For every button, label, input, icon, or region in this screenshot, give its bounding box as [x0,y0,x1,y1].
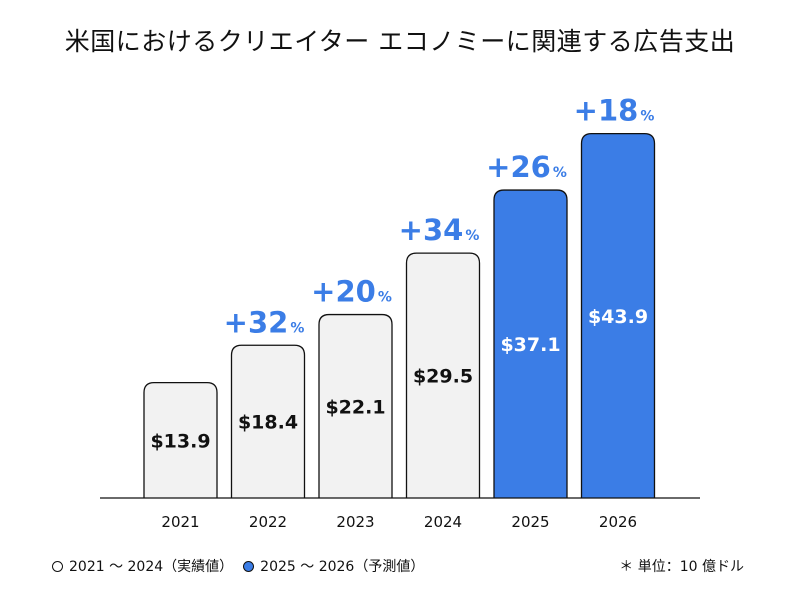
x-tick-label: 2024 [424,513,462,531]
bar-value-label: $43.9 [588,306,648,328]
x-tick-label: 2025 [511,513,549,531]
bar-value-label: $18.4 [238,412,298,434]
x-tick-label: 2023 [336,513,374,531]
legend-forecast-swatch [243,560,255,572]
bar-2024 [405,252,481,498]
chart-title: 米国におけるクリエイター エコノミーに関連する広告支出 [64,27,736,56]
x-tick-label: 2022 [249,513,287,531]
legend-actual-swatch [52,560,63,572]
bar-value-label: $29.5 [413,366,473,388]
bar-2025 [493,189,568,498]
bar-2026 [580,132,656,498]
bar-2023 [318,313,393,498]
legend-actual-label: 2021 〜 2024（実績値） [69,559,234,575]
bars-layer: $13.9 2021 $18.4 2022 +32 % $22.1 2023 +20 % $29.5… [143,94,656,531]
growth-label: +20% [311,275,392,309]
growth-label: +32% [224,305,305,339]
legend-forecast-label: 2025 〜 2026（予測値） [260,559,425,575]
x-tick-label: 2021 [161,513,199,531]
unit-note: ＊ 単位：10 億ドル [619,559,744,575]
bar-2022 [230,344,306,498]
bar-value-label: $22.1 [325,396,385,418]
growth-label: +34% [399,213,480,247]
bar-value-label: $37.1 [500,334,560,356]
growth-label: +18% [574,94,655,128]
legend: 2021 〜 2024（実績値） 2025 〜 2026（予測値） [52,556,424,576]
bar-value-label: $13.9 [150,430,210,452]
bar-2021 [143,381,218,498]
growth-label: +26% [486,150,567,184]
x-tick-label: 2026 [599,513,637,531]
